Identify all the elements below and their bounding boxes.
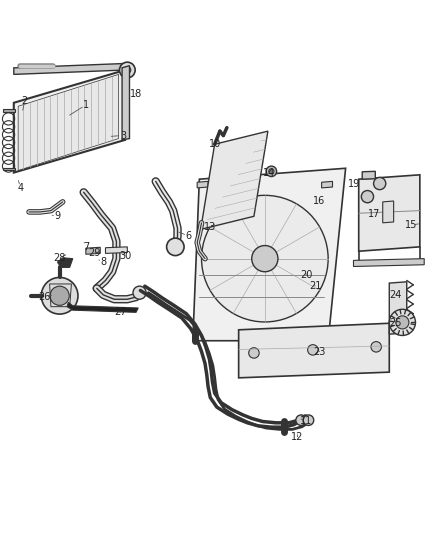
- Circle shape: [266, 166, 277, 176]
- Polygon shape: [197, 181, 208, 188]
- Circle shape: [133, 286, 146, 299]
- Circle shape: [371, 342, 381, 352]
- Polygon shape: [14, 70, 125, 173]
- Polygon shape: [14, 63, 125, 75]
- Text: 21: 21: [309, 281, 321, 291]
- Text: 25: 25: [389, 318, 402, 328]
- Polygon shape: [239, 323, 389, 378]
- Text: 16: 16: [313, 196, 325, 206]
- Polygon shape: [362, 171, 375, 179]
- Text: 24: 24: [390, 290, 402, 300]
- Polygon shape: [201, 131, 268, 229]
- Text: 29: 29: [88, 248, 101, 259]
- Text: 15: 15: [405, 220, 417, 230]
- Circle shape: [124, 67, 131, 74]
- Polygon shape: [193, 168, 346, 341]
- Circle shape: [303, 415, 314, 425]
- Text: 23: 23: [313, 346, 325, 357]
- Text: 18: 18: [130, 89, 142, 99]
- Polygon shape: [359, 175, 420, 251]
- Text: 3: 3: [120, 131, 126, 141]
- Polygon shape: [3, 168, 14, 171]
- Polygon shape: [18, 75, 119, 171]
- Text: 11: 11: [300, 416, 312, 426]
- Text: 28: 28: [53, 253, 66, 263]
- Circle shape: [296, 415, 306, 425]
- Circle shape: [201, 195, 328, 322]
- Polygon shape: [106, 247, 127, 253]
- Text: 13: 13: [204, 222, 216, 232]
- Text: 6: 6: [185, 231, 191, 241]
- Circle shape: [269, 169, 274, 174]
- Text: 17: 17: [368, 209, 380, 219]
- Circle shape: [307, 345, 318, 355]
- Text: 20: 20: [300, 270, 312, 280]
- Polygon shape: [321, 181, 332, 188]
- Circle shape: [396, 316, 409, 329]
- Circle shape: [252, 246, 278, 272]
- Polygon shape: [383, 201, 394, 223]
- Polygon shape: [353, 259, 424, 266]
- Text: 10: 10: [208, 139, 221, 149]
- Polygon shape: [122, 66, 130, 140]
- Text: 7: 7: [83, 242, 89, 252]
- Text: 27: 27: [114, 308, 127, 317]
- Circle shape: [361, 190, 374, 203]
- Circle shape: [374, 177, 386, 190]
- Circle shape: [41, 277, 78, 314]
- Circle shape: [389, 309, 416, 335]
- Text: 1: 1: [83, 100, 89, 110]
- Polygon shape: [86, 247, 100, 254]
- Polygon shape: [57, 258, 73, 268]
- Text: 12: 12: [291, 432, 304, 442]
- Text: 30: 30: [119, 251, 131, 261]
- Text: 4: 4: [17, 183, 23, 193]
- Circle shape: [120, 62, 135, 78]
- Text: 9: 9: [54, 211, 60, 221]
- Circle shape: [50, 286, 69, 305]
- Polygon shape: [389, 282, 407, 334]
- Text: 19: 19: [348, 179, 360, 189]
- Polygon shape: [67, 302, 138, 312]
- Polygon shape: [3, 109, 14, 111]
- Text: 14: 14: [263, 168, 276, 177]
- Circle shape: [166, 238, 184, 256]
- Text: 8: 8: [100, 257, 106, 267]
- Text: 2: 2: [21, 95, 28, 106]
- Circle shape: [249, 348, 259, 358]
- Text: 26: 26: [38, 292, 50, 302]
